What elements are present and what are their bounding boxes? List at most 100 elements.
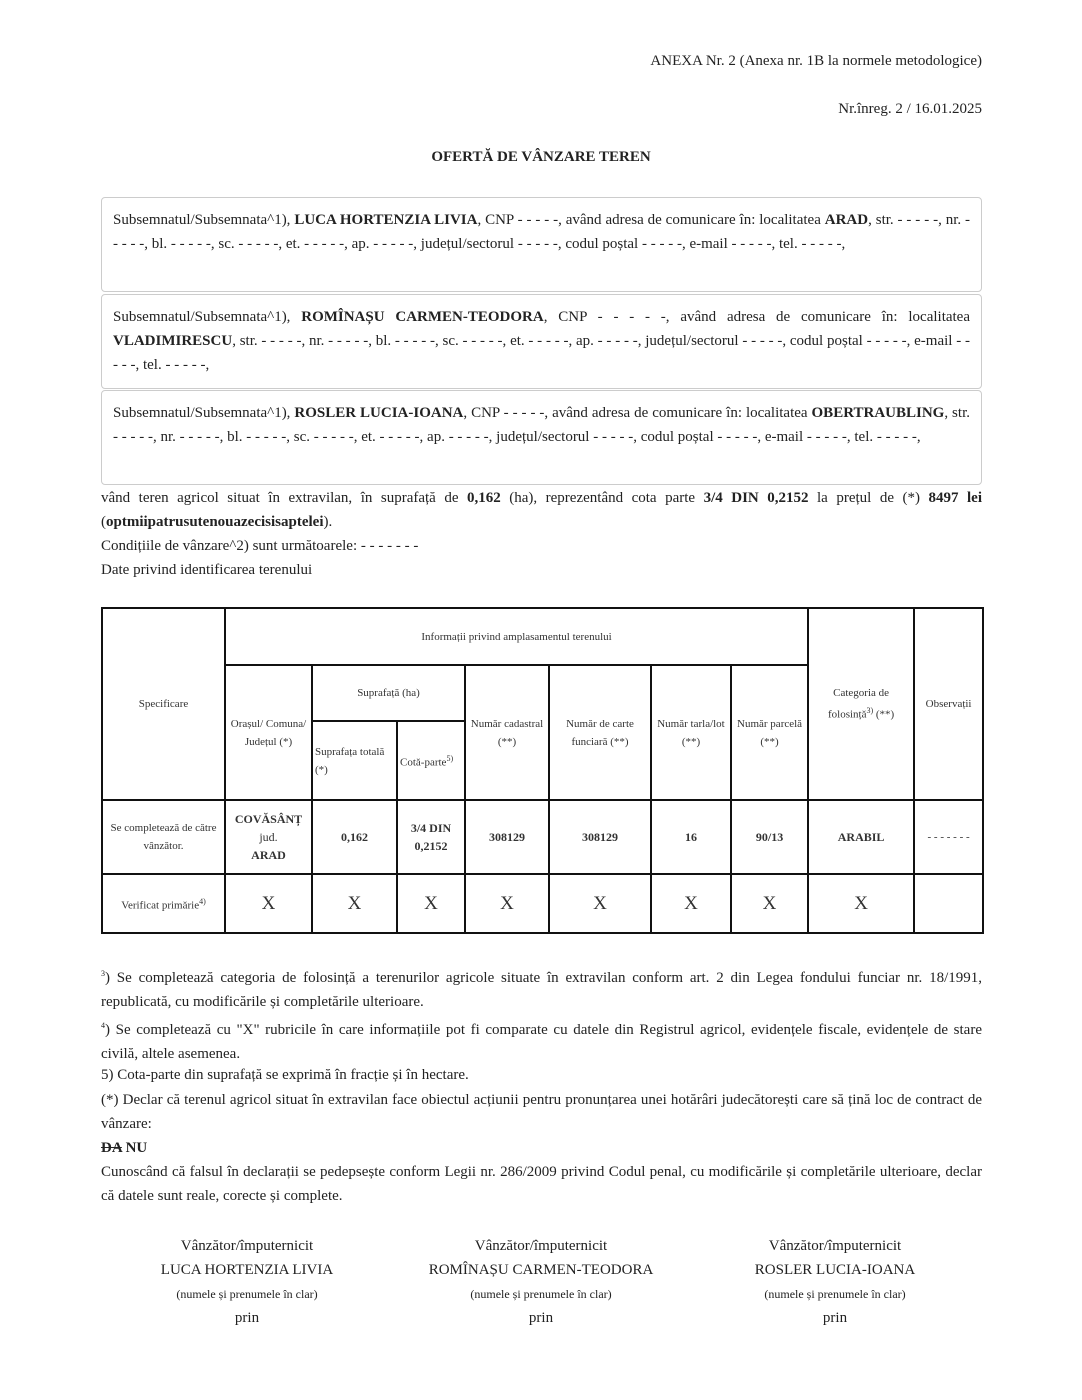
- text: , CNP - - - - -, având adresa de comunic…: [477, 212, 825, 228]
- cell-parcel: 90/13: [729, 799, 810, 875]
- text: (ha), reprezentând cota parte: [500, 490, 704, 506]
- text: vând teren agricol situat în extravilan,…: [101, 490, 467, 506]
- name: ROSLER LUCIA-IOANA: [754, 1262, 916, 1278]
- header-specificare: Specificare: [101, 607, 226, 801]
- price: 8497 lei: [928, 490, 983, 506]
- text: ).: [323, 514, 333, 530]
- person-box-2: Subsemnatul/Subsemnata^1), ROMÎNAȘU CARM…: [101, 294, 982, 389]
- name: LUCA HORTENZIA LIVIA: [160, 1262, 334, 1278]
- header-total: Suprafața totală (*): [311, 720, 398, 801]
- cell-total: 0,162: [311, 799, 398, 875]
- mark: X: [224, 873, 313, 934]
- header-land-book: Număr de carte funciară (**): [548, 664, 652, 801]
- person-locality: VLADIMIRESCU: [113, 333, 233, 349]
- price-words: optmiipatrusutenouazecisisaptelei: [106, 514, 324, 530]
- footnote-3: 3) Se completează categoria de folosință…: [101, 962, 982, 1014]
- mark: X: [807, 873, 916, 934]
- text: Subsemnatul/Subsemnata^1),: [113, 212, 295, 228]
- declaration: (*) Declar că terenul agricol situat în …: [101, 1092, 982, 1132]
- header-tarla: Număr tarla/lot (**): [650, 664, 732, 801]
- text: , CNP - - - - -, având adresa de comunic…: [543, 309, 970, 325]
- person-name: LUCA HORTENZIA LIVIA: [294, 212, 478, 228]
- da-nu-choice: DA NU: [101, 1136, 982, 1160]
- option-da-struck: DA: [101, 1140, 122, 1156]
- signature-block-2: Vânzător/împuternicit ROMÎNAȘU CARMEN-TEO…: [391, 1234, 691, 1330]
- land-table: Specificare Informații privind amplasamen…: [101, 607, 985, 934]
- row-label: Verificat primărie4): [101, 873, 226, 934]
- cell-obs: - - - - - - -: [913, 799, 985, 875]
- text: ) Se completează cu "X" rubricile în car…: [101, 1022, 982, 1062]
- person-box-1: Subsemnatul/Subsemnata^1), LUCA HORTENZI…: [101, 197, 982, 292]
- text: la prețul de (*): [808, 490, 929, 506]
- text: COVĂSÂNȚ: [234, 812, 303, 826]
- header-obs: Observații: [913, 607, 985, 801]
- table-row-seller: Se completează de către vânzător. COVĂSÂN…: [101, 799, 985, 875]
- mark: X: [311, 873, 398, 934]
- by: prin: [234, 1310, 260, 1326]
- annex-label: ANEXA Nr. 2 (Anexa nr. 1B la normele met…: [650, 53, 982, 69]
- person-box-3: Subsemnatul/Subsemnata^1), ROSLER LUCIA-…: [101, 390, 982, 485]
- text: Subsemnatul/Subsemnata^1),: [113, 405, 295, 421]
- by: prin: [528, 1310, 554, 1326]
- text: , str. - - - - -, nr. - - - - -, bl. - -…: [113, 333, 970, 373]
- person-name: ROMÎNAȘU CARMEN-TEODORA: [301, 309, 544, 325]
- footnote-5: 5) Cota-parte din suprafață se exprimă î…: [101, 1067, 469, 1083]
- text: Cotă-parte: [400, 756, 447, 769]
- person-locality: ARAD: [824, 212, 869, 228]
- cell-cadastral: 308129: [464, 799, 550, 875]
- role: Vânzător/împuternicit: [768, 1238, 902, 1254]
- hint: (numele și prenumele în clar): [470, 1287, 612, 1301]
- header-info: Informații privind amplasamentul terenul…: [223, 607, 810, 666]
- offer-paragraph: vând teren agricol situat în extravilan,…: [101, 486, 982, 534]
- header-category: Categoria de folosință3) (**): [807, 607, 916, 801]
- role: Vânzător/împuternicit: [474, 1238, 608, 1254]
- conditions: Condițiile de vânzare^2) sunt următoarel…: [101, 538, 419, 554]
- text: jud.: [259, 830, 278, 844]
- cell-city: COVĂSÂNȚ jud. ARAD: [224, 799, 313, 875]
- sup: 3): [866, 706, 874, 716]
- header-share: Cotă-parte5): [396, 720, 466, 801]
- name: ROMÎNAȘU CARMEN-TEODORA: [428, 1262, 654, 1278]
- text: Categoria de folosință: [827, 687, 890, 721]
- text: , str. - - - - -, nr. - - - - -, bl. - -…: [113, 405, 970, 445]
- empty-cell: [913, 873, 985, 934]
- text: (: [101, 514, 106, 530]
- mark: X: [650, 873, 732, 934]
- area: 0,162: [467, 490, 501, 506]
- penal-statement: Cunoscând că falsul în declarații se ped…: [101, 1164, 982, 1204]
- sup: 4): [199, 896, 206, 906]
- footnote-4: 4) Se completează cu "X" rubricile în ca…: [101, 1014, 982, 1066]
- option-nu: NU: [125, 1140, 148, 1156]
- share: 3/4 DIN 0,2152: [703, 490, 809, 506]
- signature-block-1: Vânzător/împuternicit LUCA HORTENZIA LIVI…: [97, 1234, 397, 1330]
- page-title: OFERTĂ DE VÂNZARE TEREN: [431, 149, 651, 165]
- mark: X: [729, 873, 810, 934]
- registration-number: Nr.înreg. 2 / 16.01.2025: [838, 101, 982, 117]
- hint: (numele și prenumele în clar): [764, 1287, 906, 1301]
- header-parcel: Număr parcelă (**): [729, 664, 810, 801]
- header-area: Suprafață (ha): [311, 664, 466, 722]
- header-city: Orașul/ Comuna/ Județul (*): [224, 664, 313, 801]
- cell-share: 3/4 DIN 0,2152: [396, 799, 466, 875]
- mark: X: [464, 873, 550, 934]
- mark: X: [396, 873, 466, 934]
- header-cadastral: Număr cadastral (**): [464, 664, 550, 801]
- identification-heading: Date privind identificarea terenului: [101, 562, 313, 578]
- text: (**): [873, 708, 895, 721]
- text: ) Se completează categoria de folosință …: [101, 970, 982, 1010]
- sup: 5): [446, 753, 454, 763]
- text: Verificat primărie: [121, 899, 200, 912]
- hint: (numele și prenumele în clar): [176, 1287, 318, 1301]
- sup: 4: [101, 1021, 105, 1030]
- sup: 3: [101, 969, 105, 978]
- signature-block-3: Vânzător/împuternicit ROSLER LUCIA-IOANA (…: [685, 1234, 985, 1330]
- person-name: ROSLER LUCIA-IOANA: [294, 405, 464, 421]
- text: ARAD: [251, 848, 286, 862]
- text: Subsemnatul/Subsemnata^1),: [113, 309, 302, 325]
- text: , str. - - - - -, nr. - - - - -, bl. - -…: [113, 212, 970, 252]
- cell-category: ARABIL: [807, 799, 916, 875]
- mark: X: [548, 873, 652, 934]
- by: prin: [822, 1310, 848, 1326]
